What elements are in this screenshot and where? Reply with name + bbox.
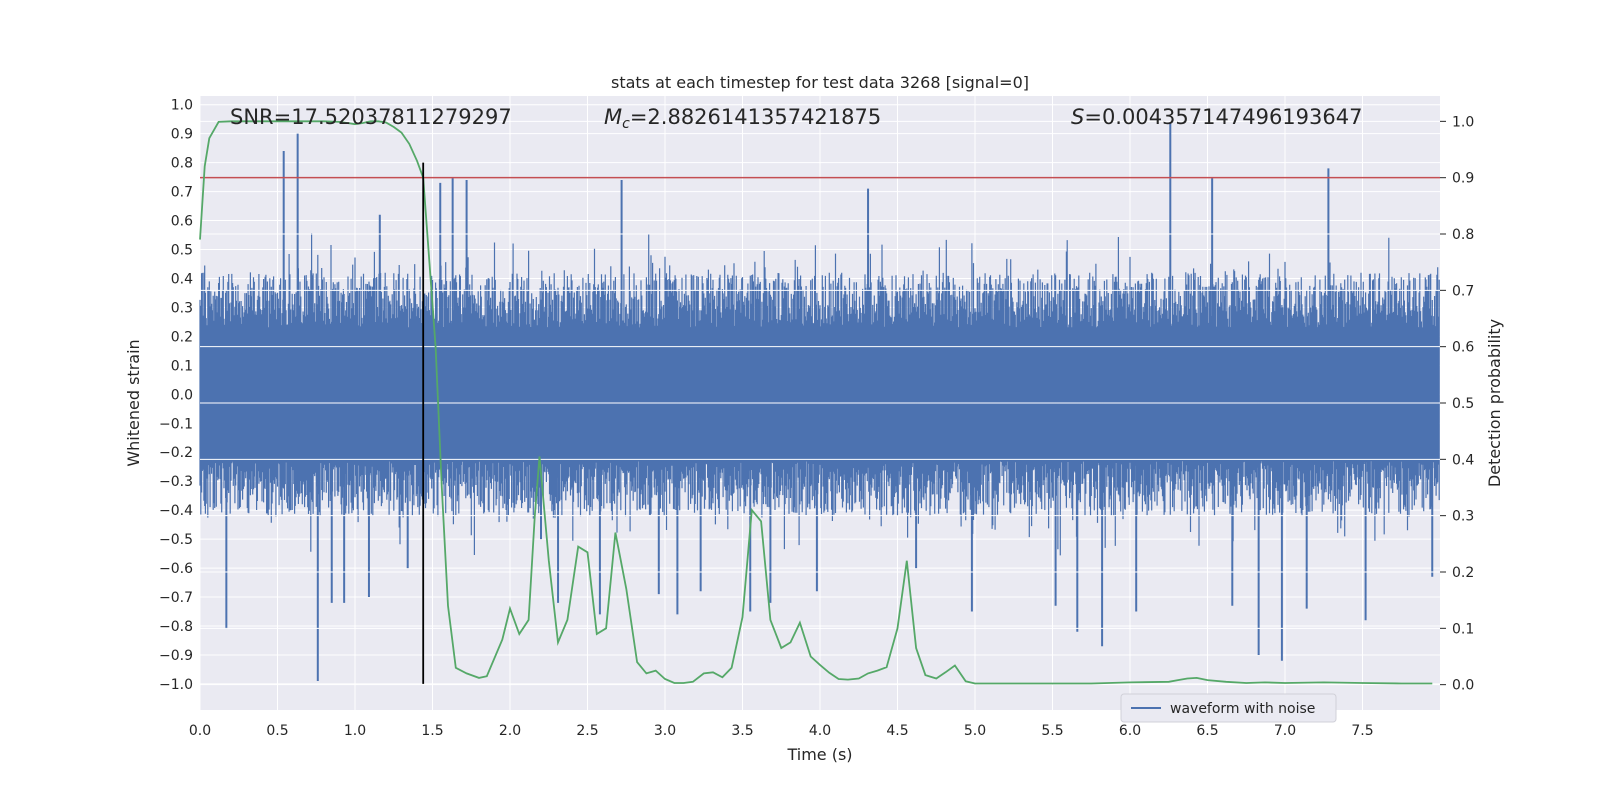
chirp-mass-symbol: M — [604, 105, 622, 129]
right-y-tick-label: 0.9 — [1452, 171, 1474, 187]
x-tick-label: 3.5 — [731, 723, 753, 739]
right-y-tick-label: 0.7 — [1452, 283, 1474, 299]
x-tick-label: 4.0 — [809, 723, 831, 739]
right-y-tick-label: 0.5 — [1452, 396, 1474, 412]
right-y-tick-label: 0.1 — [1452, 621, 1474, 637]
left-y-tick-label: −0.8 — [159, 619, 193, 635]
chirp-mass-annotation: Mc=2.8826141357421875 — [604, 105, 881, 132]
x-tick-label: 5.5 — [1041, 723, 1063, 739]
left-y-tick-label: −0.9 — [159, 648, 193, 664]
right-y-tick-label: 0.0 — [1452, 678, 1474, 694]
x-tick-label: 3.0 — [654, 723, 676, 739]
left-y-tick-label: 0.4 — [171, 271, 193, 287]
right-y-tick-label: 0.3 — [1452, 509, 1474, 525]
left-y-axis-label: Whitened strain — [124, 339, 143, 466]
left-y-tick-label: −1.0 — [159, 677, 193, 693]
chirp-mass-value: =2.8826141357421875 — [630, 105, 881, 129]
right-y-tick-label: 1.0 — [1452, 114, 1474, 130]
left-y-tick-label: 0.8 — [171, 156, 193, 172]
s-statistic-value: =0.004357147496193647 — [1084, 105, 1362, 129]
x-tick-label: 6.0 — [1119, 723, 1141, 739]
left-y-tick-label: −0.4 — [159, 503, 193, 519]
left-y-tick-label: 0.3 — [171, 300, 193, 316]
chirp-mass-subscript: c — [622, 116, 630, 132]
s-statistic-annotation: S=0.004357147496193647 — [1071, 105, 1362, 129]
left-y-tick-label: 0.5 — [171, 243, 193, 259]
legend-entry-waveform: waveform with noise — [1170, 701, 1315, 717]
left-y-tick-label: −0.1 — [159, 416, 193, 432]
x-tick-label: 2.0 — [499, 723, 521, 739]
left-y-tick-label: 0.0 — [171, 387, 193, 403]
x-tick-label: 4.5 — [886, 723, 908, 739]
x-tick-label: 7.5 — [1351, 723, 1373, 739]
x-tick-label: 7.0 — [1274, 723, 1296, 739]
x-tick-label: 2.5 — [576, 723, 598, 739]
x-tick-label: 5.0 — [964, 723, 986, 739]
x-axis-ticks: 0.0 0.5 1.0 1.5 2.0 2.5 3.0 3.5 4.0 4.5 5.0 5.5 6.0 6… — [189, 723, 1374, 739]
x-tick-label: 6.5 — [1196, 723, 1218, 739]
left-y-axis-ticks: 1.0 0.9 0.8 0.7 0.6 0.5 0.4 0.3 0.2 0.1 0.0 −0.1 −0.… — [159, 98, 193, 693]
s-statistic-symbol: S — [1071, 105, 1084, 129]
x-axis-label: Time (s) — [786, 745, 852, 764]
left-y-tick-label: 0.7 — [171, 185, 193, 201]
left-y-tick-label: 0.6 — [171, 214, 193, 230]
left-y-tick-label: −0.3 — [159, 474, 193, 490]
left-y-tick-label: −0.7 — [159, 590, 193, 606]
x-tick-label: 1.5 — [421, 723, 443, 739]
right-y-tick-label: 0.8 — [1452, 227, 1474, 243]
left-y-tick-label: −0.2 — [159, 445, 193, 461]
left-y-tick-label: 0.1 — [171, 358, 193, 374]
waveform-series — [199, 122, 1440, 682]
left-y-tick-label: −0.6 — [159, 561, 193, 577]
left-y-tick-label: −0.5 — [159, 532, 193, 548]
x-tick-label: 0.0 — [189, 723, 211, 739]
x-tick-label: 1.0 — [344, 723, 366, 739]
left-y-tick-label: 0.9 — [171, 127, 193, 143]
left-y-tick-label: 0.2 — [171, 329, 193, 345]
detection-probability-line — [199, 120, 1433, 685]
right-y-tick-label: 0.4 — [1452, 452, 1474, 468]
right-y-axis-label: Detection probability — [1485, 319, 1504, 487]
snr-annotation: SNR=17.52037811279297 — [230, 105, 512, 129]
left-y-tick-label: 1.0 — [171, 98, 193, 114]
chart-title: stats at each timestep for test data 326… — [611, 73, 1029, 92]
right-y-tick-label: 0.6 — [1452, 340, 1474, 356]
legend: waveform with noise — [1120, 693, 1337, 723]
legend-box — [1120, 693, 1337, 723]
x-tick-label: 0.5 — [266, 723, 288, 739]
right-y-tick-label: 0.2 — [1452, 565, 1474, 581]
right-y-axis-ticks: 1.0 0.9 0.8 0.7 0.6 0.5 0.4 0.3 0.2 0.1 0.0 — [1440, 114, 1474, 694]
